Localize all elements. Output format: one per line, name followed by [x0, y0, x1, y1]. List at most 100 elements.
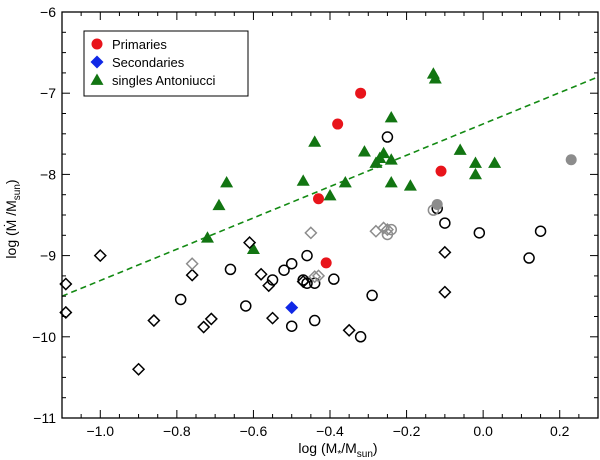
data-point	[431, 198, 443, 210]
data-point	[357, 145, 371, 157]
series-gray-open-circles	[381, 204, 440, 241]
series-gray-open-diamonds	[185, 221, 394, 284]
x-tick-label: −0.2	[393, 423, 421, 439]
data-point	[212, 198, 226, 211]
axis-labels: −1.0 −0.8 −0.6 −0.4 −0.2 0.0 0.2 −11 −10 −9 −8 −7 −6…	[2, 4, 570, 460]
data-point	[380, 223, 394, 237]
data-point	[384, 111, 398, 123]
data-point	[185, 268, 199, 282]
data-point	[297, 274, 309, 286]
data-point	[338, 176, 352, 188]
data-point	[523, 252, 535, 264]
data-point	[296, 174, 310, 186]
data-point	[328, 273, 340, 285]
data-point	[296, 275, 310, 289]
data-point	[285, 301, 299, 315]
data-point	[384, 176, 398, 188]
data-point	[403, 179, 417, 191]
legend-marker	[90, 73, 104, 85]
y-tick-label: −6	[40, 4, 56, 20]
x-tick-label: 0.0	[473, 423, 493, 439]
series-gray-filled-circles	[431, 154, 577, 210]
data-point	[147, 313, 161, 328]
data-point	[439, 217, 451, 229]
data-point	[385, 223, 398, 236]
y-axis-label: log (Ṁ /Msun)	[2, 179, 23, 258]
x-tick-label: −0.6	[240, 423, 268, 439]
data-point	[366, 289, 378, 302]
x-tick-label: −0.8	[163, 423, 191, 439]
data-point	[468, 156, 482, 168]
x-tick-label: −1.0	[86, 423, 114, 439]
legend-label: Secondaries	[112, 55, 185, 70]
data-point	[438, 285, 452, 299]
data-point	[323, 189, 337, 201]
legend-marker	[91, 38, 103, 50]
data-point	[308, 270, 322, 284]
y-tick-label: −11	[33, 410, 56, 426]
legend-box	[83, 30, 249, 97]
y-tick-label: −7	[40, 85, 56, 101]
data-point	[93, 249, 107, 263]
trend-line-layer	[61, 76, 599, 297]
y-tick-label: −8	[40, 166, 56, 182]
legend-label: Primaries	[112, 37, 167, 52]
x-axis-label: log (M*/Msun)	[298, 440, 377, 460]
data-point	[473, 227, 486, 239]
data-point	[453, 143, 467, 155]
data-point	[132, 362, 146, 376]
x-tick-label: 0.2	[550, 423, 570, 439]
data-point	[204, 312, 218, 326]
data-point	[308, 314, 321, 327]
data-point	[254, 267, 268, 281]
data-point	[301, 249, 313, 262]
data-point	[185, 257, 199, 271]
data-point	[381, 131, 394, 143]
data-point	[262, 279, 276, 293]
legend-label: singles Antoniucci	[112, 73, 215, 88]
data-point	[285, 257, 298, 270]
legend: Primaries Secondaries singles Antoniucci	[83, 30, 249, 97]
data-point	[488, 156, 502, 168]
data-point	[301, 277, 313, 289]
legend-marker	[90, 55, 104, 69]
data-point	[246, 242, 260, 254]
data-point	[311, 269, 326, 283]
data-point	[355, 87, 367, 99]
data-point	[313, 193, 325, 205]
data-point	[428, 72, 442, 84]
data-point	[285, 320, 298, 332]
data-point	[200, 231, 214, 243]
data-point	[220, 176, 234, 188]
data-point	[534, 225, 547, 237]
data-point	[332, 118, 344, 130]
series-open-diamonds	[59, 236, 452, 376]
data-point	[369, 156, 383, 168]
y-tick-label: −10	[32, 329, 56, 345]
y-tick-label: −9	[40, 248, 56, 264]
data-point	[197, 320, 211, 334]
data-point	[354, 331, 367, 343]
trend-line	[61, 76, 599, 297]
data-point	[278, 264, 290, 276]
data-point	[468, 167, 482, 180]
series-secondaries	[285, 301, 299, 315]
series-singles-antoniucci	[200, 67, 502, 254]
series-primaries	[313, 87, 447, 269]
data-point	[435, 165, 447, 177]
data-point	[342, 323, 356, 337]
data-point	[438, 245, 452, 259]
data-point	[304, 226, 318, 240]
data-point	[266, 311, 280, 325]
data-point	[320, 257, 332, 269]
data-point	[174, 293, 187, 306]
series-open-circles	[174, 131, 547, 343]
data-point	[565, 154, 577, 166]
data-point	[384, 153, 398, 165]
data-points-layer	[59, 67, 577, 376]
data-point	[308, 135, 322, 147]
data-point	[224, 263, 237, 276]
data-point	[240, 300, 252, 312]
data-point	[369, 224, 383, 238]
